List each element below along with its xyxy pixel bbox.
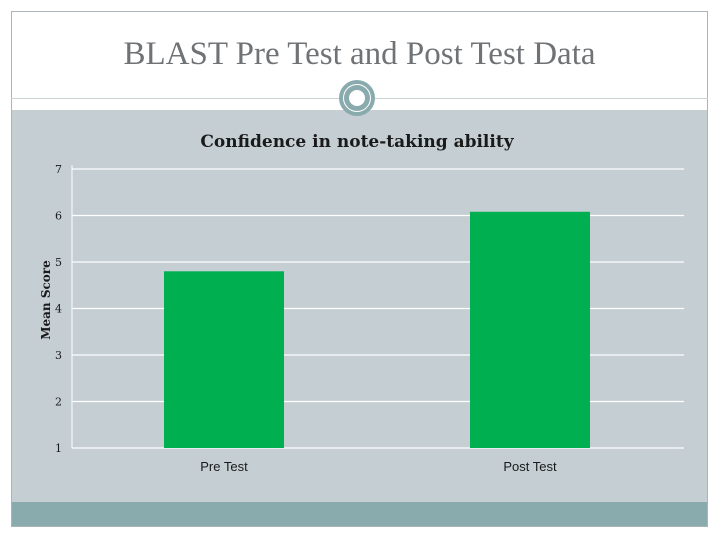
- x-tick-labels: Pre Test Post Test: [200, 459, 557, 474]
- bars: [164, 211, 590, 448]
- slide-title: BLAST Pre Test and Post Test Data: [123, 36, 596, 72]
- y-tick-label: 4: [55, 303, 62, 316]
- y-tick-label: 5: [55, 256, 62, 269]
- chart-background: [12, 110, 707, 502]
- y-tick-label: 1: [55, 442, 62, 455]
- y-axis-label: Mean Score: [39, 260, 53, 340]
- y-tick-label: 7: [55, 163, 62, 176]
- bar-pre-test: [164, 271, 284, 448]
- gridlines: [71, 165, 684, 449]
- x-tick-label: Pre Test: [200, 459, 248, 474]
- y-tick-label: 6: [55, 210, 62, 223]
- slide-frame: [11, 11, 708, 527]
- y-tick-label: 3: [55, 349, 62, 362]
- y-tick-labels: 1 2 3 4 5 6 7: [55, 163, 62, 455]
- chart-title: Confidence in note-taking ability: [200, 132, 514, 152]
- y-tick-label: 2: [55, 396, 62, 409]
- x-tick-label: Post Test: [503, 459, 557, 474]
- footer-band: [12, 502, 707, 526]
- bar-post-test: [470, 211, 590, 448]
- circle-ornament-core: [349, 90, 365, 106]
